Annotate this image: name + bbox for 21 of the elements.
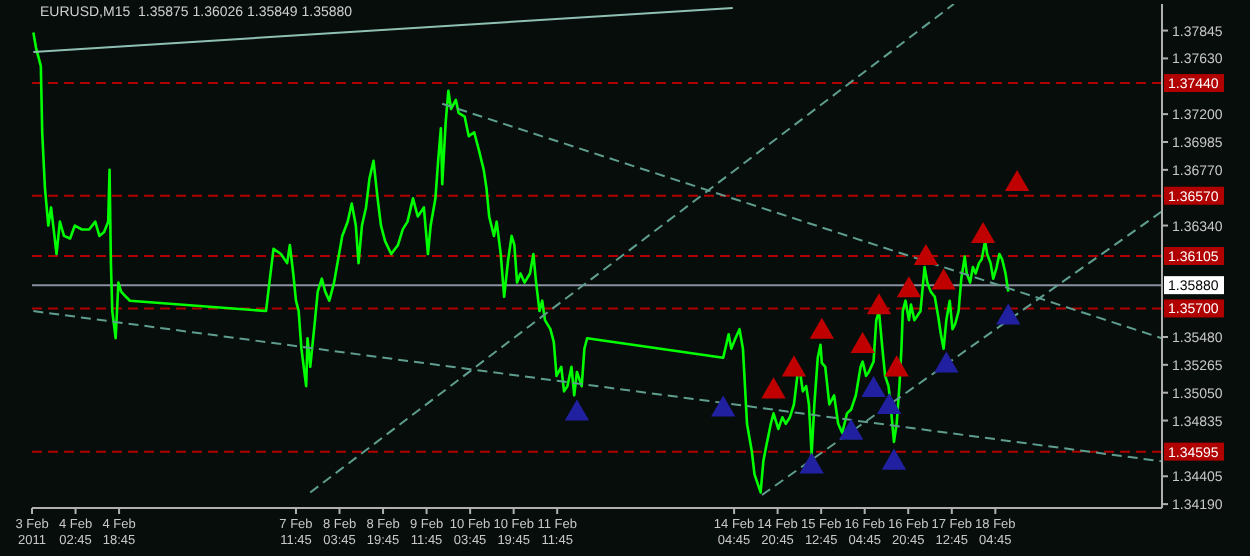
point bbox=[781, 355, 807, 377]
point bbox=[861, 376, 886, 398]
point bbox=[564, 399, 590, 421]
point bbox=[881, 448, 907, 470]
point bbox=[799, 452, 824, 474]
point bbox=[866, 293, 892, 315]
point bbox=[711, 395, 736, 417]
point bbox=[850, 332, 875, 354]
point bbox=[809, 317, 834, 339]
point bbox=[838, 418, 864, 440]
point bbox=[996, 303, 1021, 325]
point bbox=[884, 355, 909, 377]
point bbox=[934, 351, 959, 373]
point bbox=[896, 276, 922, 298]
point bbox=[913, 243, 939, 265]
point bbox=[1004, 170, 1030, 192]
point bbox=[970, 221, 996, 243]
line-series bbox=[32, 31, 1010, 494]
point bbox=[761, 377, 786, 399]
point bbox=[877, 392, 902, 414]
point bbox=[931, 268, 956, 290]
